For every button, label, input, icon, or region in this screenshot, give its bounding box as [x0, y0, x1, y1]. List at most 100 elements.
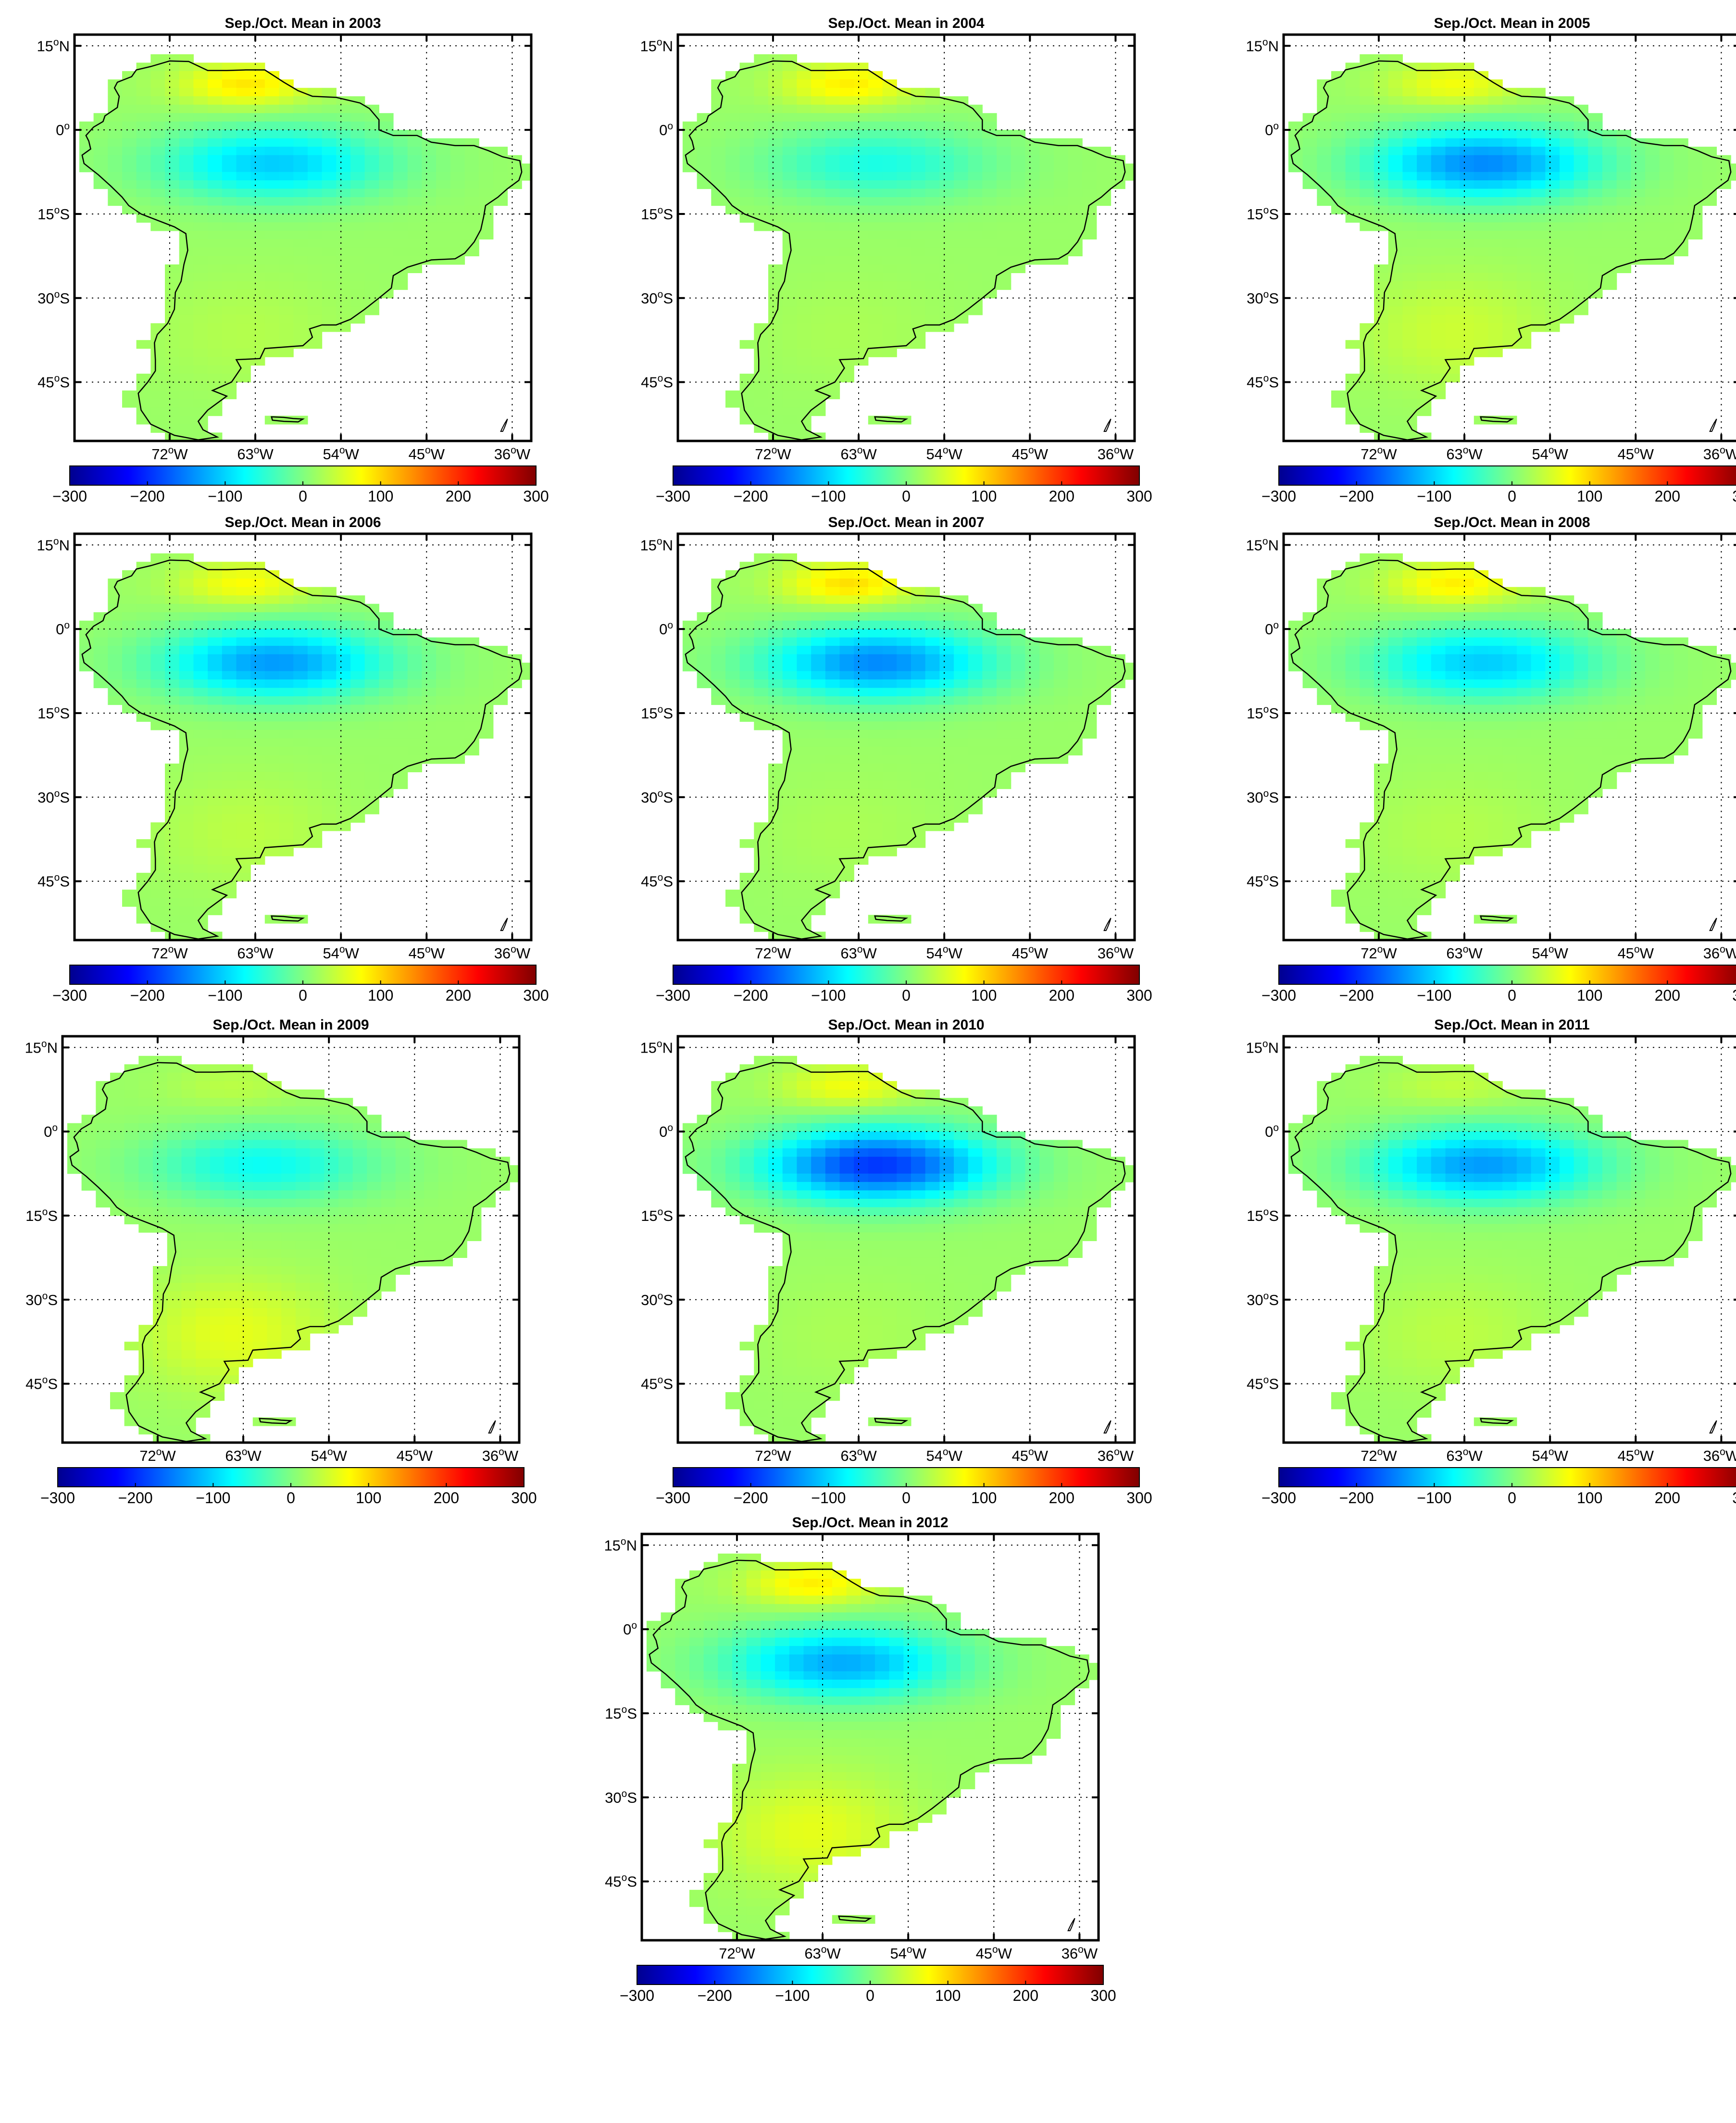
- grid-cell: [882, 281, 897, 290]
- grid-cell: [939, 789, 954, 798]
- grid-cell: [122, 587, 137, 596]
- grid-cell: [1053, 679, 1069, 689]
- grid-cell: [464, 155, 479, 164]
- grid-cell: [150, 390, 165, 400]
- grid-cell: [939, 205, 954, 214]
- grid-cell: [797, 890, 812, 899]
- grid-cell: [1616, 704, 1631, 714]
- anomaly-field: [1288, 54, 1736, 441]
- grid-cell: [464, 180, 479, 189]
- grid-cell: [222, 222, 237, 231]
- grid-cell: [825, 629, 840, 638]
- grid-cell: [1460, 63, 1474, 72]
- grid-cell: [336, 704, 351, 714]
- grid-cell: [754, 629, 769, 638]
- lat-label: 45oS: [641, 872, 673, 890]
- grid-cell: [1402, 239, 1417, 248]
- grid-cell: [1659, 688, 1674, 697]
- colorbar-tick-label: −300: [1261, 488, 1296, 505]
- grid-cell: [150, 222, 165, 231]
- grid-cell: [1616, 222, 1631, 231]
- grid-cell: [954, 814, 969, 823]
- colorbar-tick-label: 200: [1049, 488, 1074, 505]
- grid-cell: [450, 663, 465, 672]
- grid-cell: [954, 595, 969, 604]
- grid-cell: [222, 239, 237, 248]
- grid-cell: [1345, 696, 1360, 705]
- grid-cell: [1288, 138, 1303, 147]
- grid-cell: [1082, 172, 1097, 181]
- grid-cell: [1588, 163, 1603, 173]
- grid-cell: [1460, 188, 1474, 198]
- grid-cell: [811, 646, 826, 655]
- grid-cell: [1516, 688, 1532, 697]
- grid-cell: [350, 96, 365, 105]
- grid-cell: [150, 188, 165, 198]
- grid-cell: [711, 654, 726, 663]
- grid-cell: [1417, 222, 1432, 231]
- grid-cell: [711, 612, 726, 621]
- grid-cell: [407, 729, 422, 739]
- grid-cell: [293, 222, 308, 231]
- grid-cell: [954, 239, 969, 248]
- grid-cell: [150, 96, 165, 105]
- grid-cell: [193, 79, 208, 88]
- grid-cell: [1417, 314, 1432, 324]
- grid-cell: [1360, 898, 1374, 907]
- grid-cell: [222, 772, 237, 781]
- grid-cell: [1574, 205, 1588, 214]
- grid-cell: [854, 620, 869, 629]
- grid-cell: [925, 603, 940, 613]
- grid-cell: [1545, 113, 1560, 122]
- grid-cell: [165, 289, 180, 299]
- grid-cell: [150, 679, 165, 689]
- grid-cell: [939, 147, 954, 156]
- grid-cell: [1545, 696, 1560, 705]
- grid-cell: [1674, 679, 1688, 689]
- grid-cell: [911, 121, 926, 130]
- grid-cell: [1502, 822, 1517, 831]
- grid-cell: [1039, 256, 1054, 265]
- grid-cell: [250, 663, 265, 672]
- grid-cell: [797, 646, 812, 655]
- grid-cell: [1460, 289, 1474, 299]
- grid-cell: [179, 746, 194, 755]
- grid-cell: [1645, 646, 1660, 655]
- grid-cell: [754, 906, 769, 916]
- grid-cell: [1360, 915, 1374, 924]
- colorbar-tick-label: 100: [971, 987, 997, 1004]
- grid-cell: [136, 663, 151, 672]
- grid-cell: [682, 620, 698, 629]
- grid-cell: [825, 704, 840, 714]
- grid-cell: [1360, 856, 1374, 865]
- grid-cell: [1474, 180, 1489, 189]
- grid-cell: [208, 856, 223, 865]
- grid-cell: [236, 172, 251, 181]
- grid-cell: [939, 247, 954, 256]
- grid-cell: [1488, 298, 1503, 307]
- grid-cell: [136, 374, 151, 383]
- grid-cell: [193, 163, 208, 173]
- grid-cell: [782, 172, 797, 181]
- grid-cell: [507, 172, 522, 181]
- grid-cell: [997, 704, 1012, 714]
- grid-cell: [1025, 188, 1040, 198]
- grid-cell: [1545, 155, 1560, 164]
- grid-cell: [407, 671, 422, 680]
- grid-cell: [982, 612, 997, 621]
- grid-cell: [839, 562, 854, 571]
- grid-cell: [911, 763, 926, 772]
- grid-cell: [422, 679, 437, 689]
- lon-label: 54oW: [323, 944, 359, 962]
- map-panel-2008: Sep./Oct. Mean in 200815oN0o15oS30oS45oS…: [1246, 515, 1736, 1004]
- grid-cell: [868, 671, 883, 680]
- grid-cell: [797, 399, 812, 408]
- grid-cell: [236, 663, 251, 672]
- grid-cell: [1574, 805, 1588, 815]
- grid-cell: [236, 763, 251, 772]
- grid-cell: [464, 205, 479, 214]
- grid-cell: [768, 578, 783, 588]
- grid-cell: [1445, 289, 1460, 299]
- grid-cell: [1125, 172, 1135, 181]
- grid-cell: [954, 113, 969, 122]
